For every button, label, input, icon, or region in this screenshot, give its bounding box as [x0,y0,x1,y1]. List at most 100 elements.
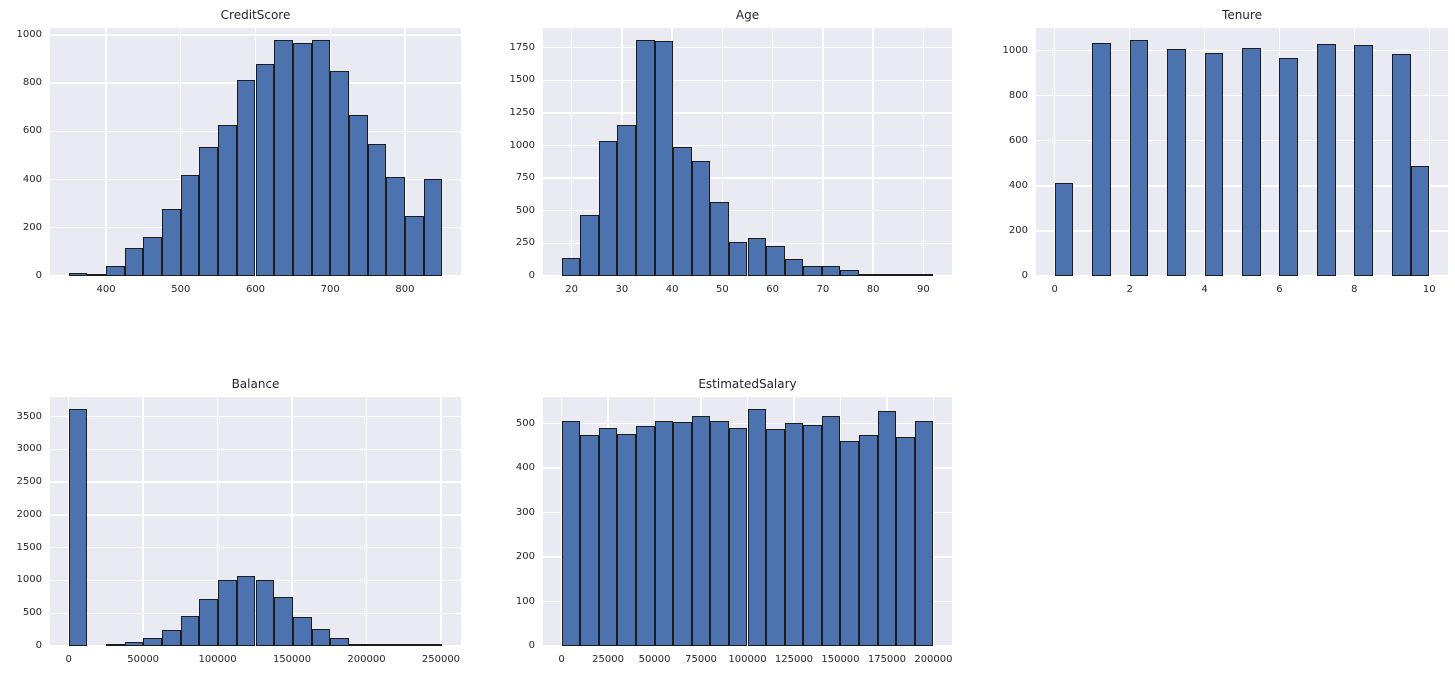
histogram-bar [710,421,729,646]
histogram-bar [274,596,293,646]
y-tick-label: 0 [1021,270,1028,281]
histogram-bar [598,140,618,276]
histogram-bar [218,580,237,646]
y-tick-label: 200 [22,221,42,233]
x-tick-label: 150000 [272,654,312,665]
histogram-bar [143,637,163,646]
gridline [254,28,257,276]
gridline [1278,28,1281,276]
gridline [50,514,461,516]
chart-title-tenure: Tenure [1222,8,1262,22]
histogram-bar [747,237,767,276]
x-tick-label: 100000 [728,654,767,665]
y-tick-label: 250 [515,237,535,249]
histogram-bar [180,175,200,276]
histogram-bar [404,215,424,276]
histogram-bar [236,80,256,276]
histogram-bar [914,421,934,646]
y-tick-label: 1500 [16,541,42,553]
gridline [105,28,107,276]
x-tick-label: 175000 [867,654,907,665]
x-tick-label: 400 [96,284,116,295]
histogram-bar [367,644,387,646]
histogram-bar [311,628,331,646]
histogram-bar [617,434,636,646]
x-tick-label: 200000 [347,654,386,665]
histogram-bar [1242,47,1261,276]
y-tick-label: 2000 [16,508,42,520]
gridline [570,28,573,276]
chart-title-estimatedsalary: EstimatedSalary [698,377,797,391]
histogram-bar [255,580,275,646]
x-tick-label: 800 [395,284,415,295]
x-tick-label: 10 [1422,284,1436,295]
x-tick-label: 0 [558,654,565,665]
x-tick-label: 125000 [774,654,814,665]
gridline [329,28,331,276]
y-tick-label: 600 [22,125,42,137]
gridline [216,397,219,646]
histogram-bar [423,178,443,276]
gridline [50,481,461,483]
histogram-bar [728,428,748,646]
histogram-bar [1204,53,1224,276]
x-tick-label: 4 [1201,284,1208,295]
y-tick-label: 800 [22,77,42,89]
histogram-bar [691,160,711,276]
histogram-bar [654,421,674,646]
x-tick-label: 50000 [127,654,160,665]
x-tick-label: 150000 [821,654,860,665]
gridline [440,397,442,646]
gridline [67,397,70,646]
y-tick-label: 1000 [509,139,535,151]
histogram-bar [1391,54,1411,276]
histogram-bar [199,147,219,276]
histogram-bar [87,274,107,276]
chart-title-balance: Balance [231,377,280,391]
histogram-bar [423,644,443,646]
histogram-bar [255,64,275,276]
y-tick-label: 1250 [509,106,535,118]
x-tick-label: 0 [1051,284,1058,295]
gridline [543,210,952,212]
histogram-bar [580,435,599,646]
gridline [771,28,774,276]
histogram-bar [877,410,897,646]
histogram-bar [747,409,767,646]
histogram-bar [766,428,785,646]
histogram-bar [784,259,804,276]
y-tick-label: 200 [1008,224,1028,236]
histogram-bar [617,125,636,276]
histogram-bar [274,39,293,276]
plot-area-estimatedsalary [543,397,952,647]
gridline [50,448,461,450]
gridline [822,28,824,276]
histogram-bar [292,616,312,646]
histogram-bar [821,266,841,276]
histogram-bar [766,246,785,276]
x-tick-label: 40 [665,284,679,295]
y-tick-label: 1000 [16,574,42,586]
histogram-bar [1316,44,1336,276]
histogram-bar [367,143,387,276]
y-tick-label: 1000 [1002,44,1028,56]
histogram-bar [561,257,581,276]
x-tick-label: 50 [716,284,729,295]
y-tick-label: 0 [528,270,535,281]
gridline [721,28,724,276]
histogram-bar [292,42,312,276]
plot-area-age [543,28,952,277]
gridline [543,144,952,147]
histogram-bar [803,266,822,276]
gridline [50,546,461,549]
x-tick-label: 700 [320,284,340,295]
y-tick-label: 1500 [509,74,535,86]
x-tick-label: 600 [245,284,266,295]
gridline [746,397,749,646]
histogram-bar [859,435,878,646]
histogram-bar [598,428,618,646]
gridline [872,28,874,276]
histogram-bar [1129,39,1149,276]
gridline [1353,28,1356,276]
histogram-bar [877,274,897,276]
